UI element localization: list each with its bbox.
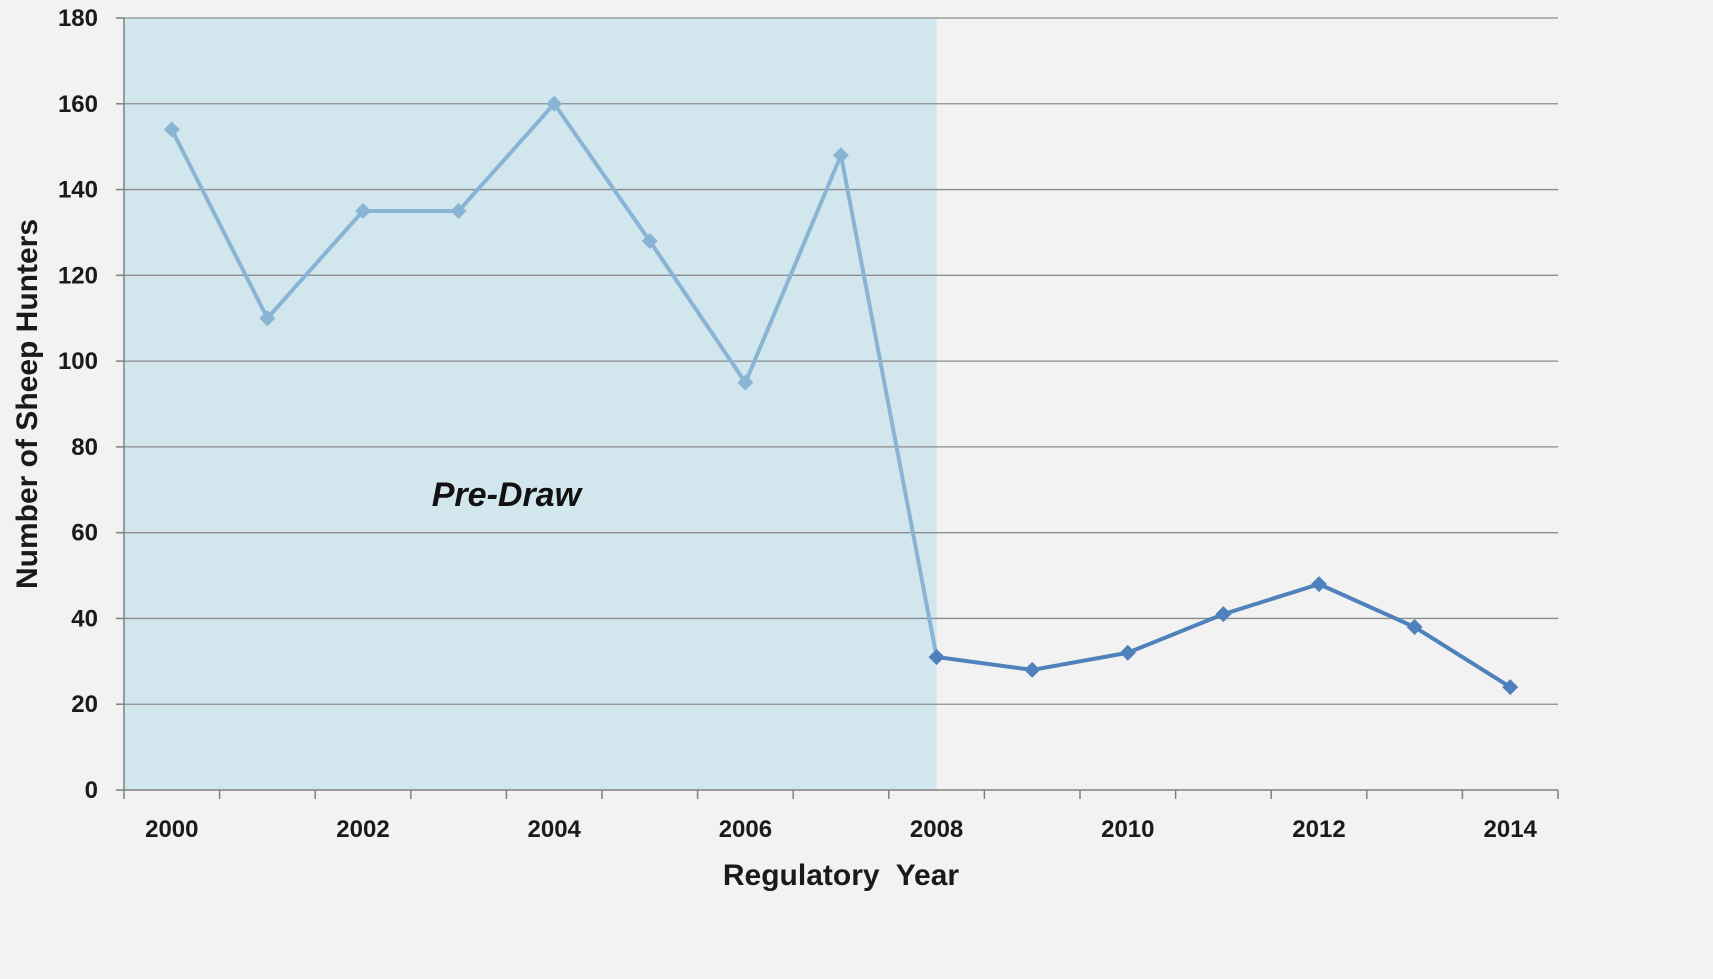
data-point-marker xyxy=(355,203,371,219)
y-axis-title: Number of Sheep Hunters xyxy=(11,219,44,589)
axes xyxy=(116,17,1559,799)
y-tick-label: 0 xyxy=(85,777,98,804)
data-point-marker xyxy=(1024,661,1041,678)
gridlines xyxy=(124,17,1558,705)
y-tick-label: 60 xyxy=(71,520,98,547)
data-point-marker xyxy=(833,147,849,164)
x-tick-label: 2004 xyxy=(528,816,582,843)
data-point-marker xyxy=(1215,606,1232,623)
x-tick-label: 2012 xyxy=(1292,816,1345,843)
data-point-marker xyxy=(641,233,658,250)
x-tick-label: 2002 xyxy=(336,816,389,843)
data-point-marker xyxy=(450,203,467,219)
y-tick-labels: 0 20 40 60 80 100 120 140 160 180 xyxy=(58,5,98,804)
x-tick-label: 2006 xyxy=(719,816,772,843)
data-point-marker xyxy=(259,310,276,327)
pre-draw-annotation: Pre-Draw xyxy=(432,476,584,514)
y-tick-label: 80 xyxy=(71,434,98,461)
series-layer xyxy=(163,95,1519,696)
series-1 xyxy=(163,95,945,666)
data-point-marker xyxy=(928,649,945,666)
data-point-marker xyxy=(1119,644,1136,661)
data-point-marker xyxy=(1406,619,1423,636)
data-point-marker xyxy=(1311,576,1327,593)
y-tick-label: 20 xyxy=(71,691,98,718)
data-point-marker xyxy=(1502,679,1519,696)
data-point-marker xyxy=(163,121,180,138)
data-point-marker xyxy=(546,95,563,112)
series-2 xyxy=(928,576,1519,696)
pre-draw-shaded-region xyxy=(124,18,937,790)
x-tick-label: 2008 xyxy=(910,816,963,843)
x-tick-label: 2000 xyxy=(145,816,198,843)
x-axis-title: Regulatory Year xyxy=(723,859,960,892)
y-tick-label: 180 xyxy=(58,5,98,32)
y-tick-label: 140 xyxy=(58,177,98,204)
y-tick-label: 160 xyxy=(58,91,98,118)
y-tick-label: 40 xyxy=(71,605,98,632)
x-tick-label: 2014 xyxy=(1484,816,1538,843)
x-tick-labels: 2000 2002 2004 2006 2008 2010 2012 2014 xyxy=(145,816,1537,843)
data-point-marker xyxy=(737,374,754,391)
y-tick-label: 100 xyxy=(58,348,98,375)
y-tick-label: 120 xyxy=(58,262,98,289)
x-tick-label: 2010 xyxy=(1101,816,1154,843)
